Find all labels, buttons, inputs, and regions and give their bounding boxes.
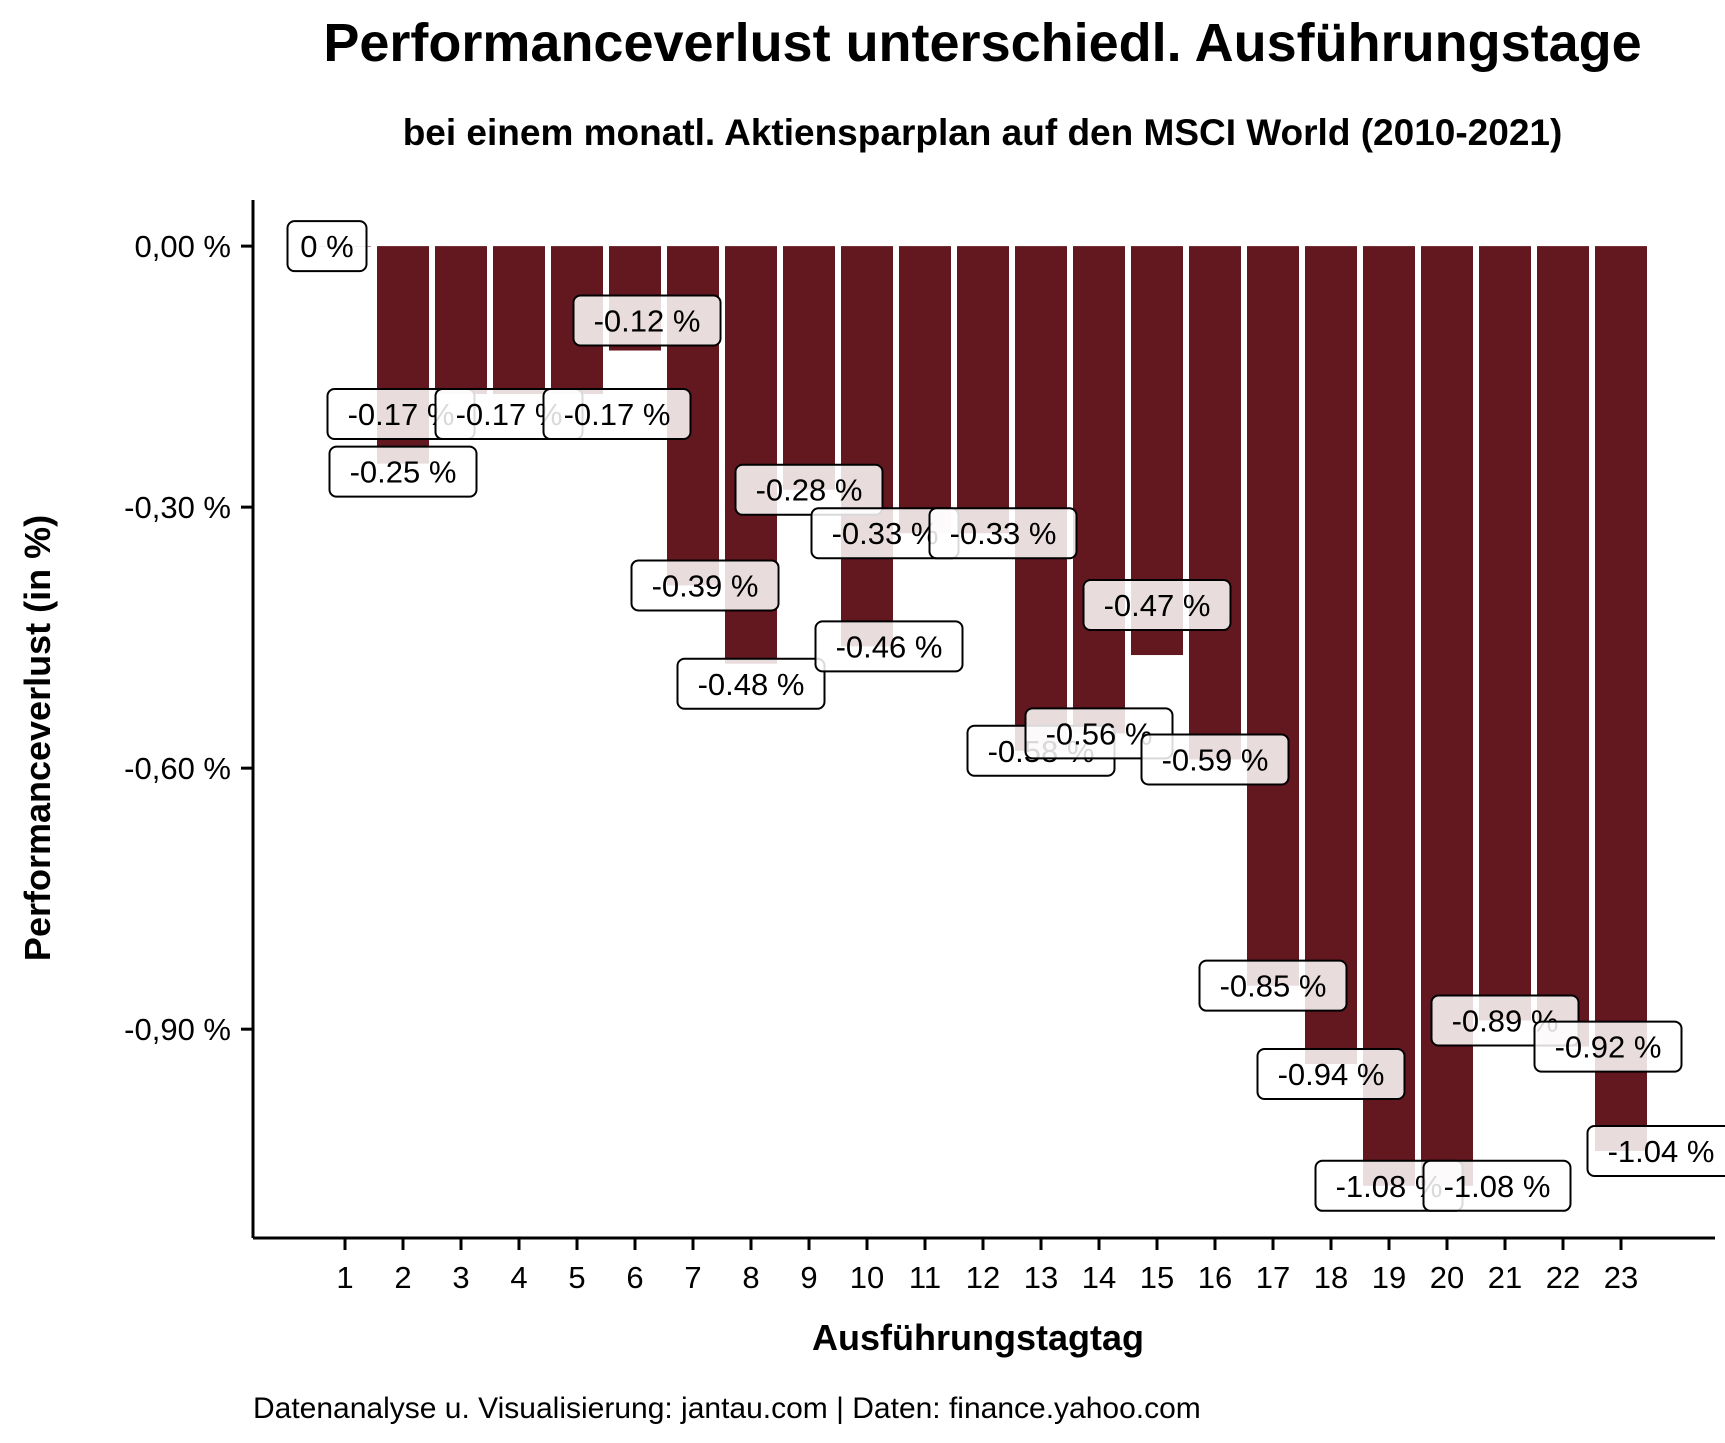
bar-day-11 (899, 246, 951, 534)
x-tick-label: 16 (1198, 1260, 1232, 1295)
data-label-box (1533, 1020, 1683, 1073)
data-label-day-14: -0.56 % (1046, 716, 1153, 751)
bar-day-3 (435, 246, 487, 395)
data-label-day-11: -0.33 % (832, 516, 939, 551)
bar-day-14 (1073, 246, 1125, 734)
data-label-day-6: -0.12 % (594, 304, 701, 339)
axes-layer: 0,00 %-0,30 %-0,60 %-0,90 %1 2 3 4 5 6 7 8 9 10 11… (124, 200, 1715, 1295)
data-label-day-1: 0 % (300, 229, 353, 264)
data-label-day-9: -0.28 % (756, 473, 863, 508)
x-tick-label: 10 (850, 1260, 884, 1295)
x-tick-label: 20 (1430, 1260, 1464, 1295)
chart-subtitle: bei einem monatl. Aktiensparplan auf den… (402, 112, 1563, 153)
data-label-day-23: -1.04 % (1608, 1134, 1715, 1169)
data-label-day-22: -0.92 % (1555, 1030, 1662, 1065)
x-tick-label: 19 (1372, 1260, 1406, 1295)
chart-title: Performanceverlust unterschiedl. Ausführ… (323, 13, 1642, 73)
data-label-day-18: -0.94 % (1278, 1057, 1385, 1092)
bar-day-13 (1015, 246, 1067, 751)
bar-day-19 (1363, 246, 1415, 1186)
x-tick-label: 21 (1488, 1260, 1522, 1295)
data-label-box (630, 559, 780, 612)
data-label-day-7: -0.39 % (652, 568, 759, 603)
x-tick-label: 14 (1082, 1260, 1116, 1295)
x-tick-label: 9 (800, 1260, 817, 1295)
bar-day-23 (1595, 246, 1647, 1151)
x-tick-label: 13 (1024, 1260, 1058, 1295)
x-tick-label: 11 (909, 1260, 941, 1295)
data-label-day-16: -0.59 % (1162, 742, 1269, 777)
y-tick-label: -0,60 % (124, 751, 231, 786)
x-tick-label: 18 (1314, 1260, 1348, 1295)
y-tick-label: -0,30 % (124, 490, 231, 525)
x-tick-label: 1 (336, 1260, 353, 1295)
x-tick-label: 7 (684, 1260, 701, 1295)
bar-day-22 (1537, 246, 1589, 1047)
data-label-box (734, 463, 884, 516)
x-tick-label: 2 (394, 1260, 411, 1295)
x-tick-label: 22 (1546, 1260, 1580, 1295)
bar-day-9 (783, 246, 835, 490)
x-tick-label: 5 (568, 1260, 585, 1295)
data-label-box (572, 294, 722, 347)
x-tick-label: 8 (742, 1260, 759, 1295)
bar-day-4 (493, 246, 545, 395)
data-label-day-17: -0.85 % (1220, 969, 1327, 1004)
bar-day-16 (1189, 246, 1241, 760)
y-tick-label: -0,90 % (124, 1012, 231, 1047)
data-label-day-15: -0.47 % (1104, 588, 1211, 623)
data-label-box (328, 445, 478, 498)
bar-day-17 (1247, 246, 1299, 986)
x-tick-label: 15 (1140, 1260, 1174, 1295)
data-label-box (1422, 1159, 1572, 1212)
data-label-box (1586, 1124, 1725, 1177)
data-label-box (542, 388, 692, 441)
bar-day-18 (1305, 246, 1357, 1064)
data-label-day-10: -0.46 % (836, 629, 943, 664)
x-tick-label: 3 (452, 1260, 469, 1295)
source-caption: Datenanalyse u. Visualisierung: jantau.c… (253, 1392, 1201, 1425)
data-label-box (1024, 707, 1174, 760)
data-label-day-8: -0.48 % (698, 667, 805, 702)
bar-day-21 (1479, 246, 1531, 1021)
data-label-box (1140, 733, 1290, 786)
x-tick-label: 23 (1604, 1260, 1638, 1295)
x-axis-label: Ausführungstagtag (812, 1317, 1144, 1358)
data-label-day-12: -0.33 % (950, 516, 1057, 551)
data-label-box (286, 220, 368, 273)
data-label-box (928, 507, 1078, 560)
data-label-box (676, 657, 826, 710)
x-tick-label: 4 (510, 1260, 527, 1295)
data-label-day-2: -0.25 % (350, 455, 457, 490)
x-tick-label: 17 (1256, 1260, 1290, 1295)
data-label-box (814, 620, 964, 673)
bar-day-12 (957, 246, 1009, 534)
data-labels-layer: 0 %-0.25 %-0.17 % -0.17 % -0.17 %-0.12 %-0… (286, 220, 1725, 1212)
data-label-day-5: -0.17 % (564, 397, 671, 432)
data-label-box (1256, 1047, 1406, 1100)
data-label-day-20: -1.08 % (1444, 1169, 1551, 1204)
data-label-box (1198, 959, 1348, 1012)
y-tick-label: 0,00 % (134, 229, 231, 264)
x-tick-label: 12 (966, 1260, 1000, 1295)
x-tick-label: 6 (626, 1260, 643, 1295)
bar-day-10 (841, 246, 893, 647)
data-label-box (1082, 579, 1232, 632)
